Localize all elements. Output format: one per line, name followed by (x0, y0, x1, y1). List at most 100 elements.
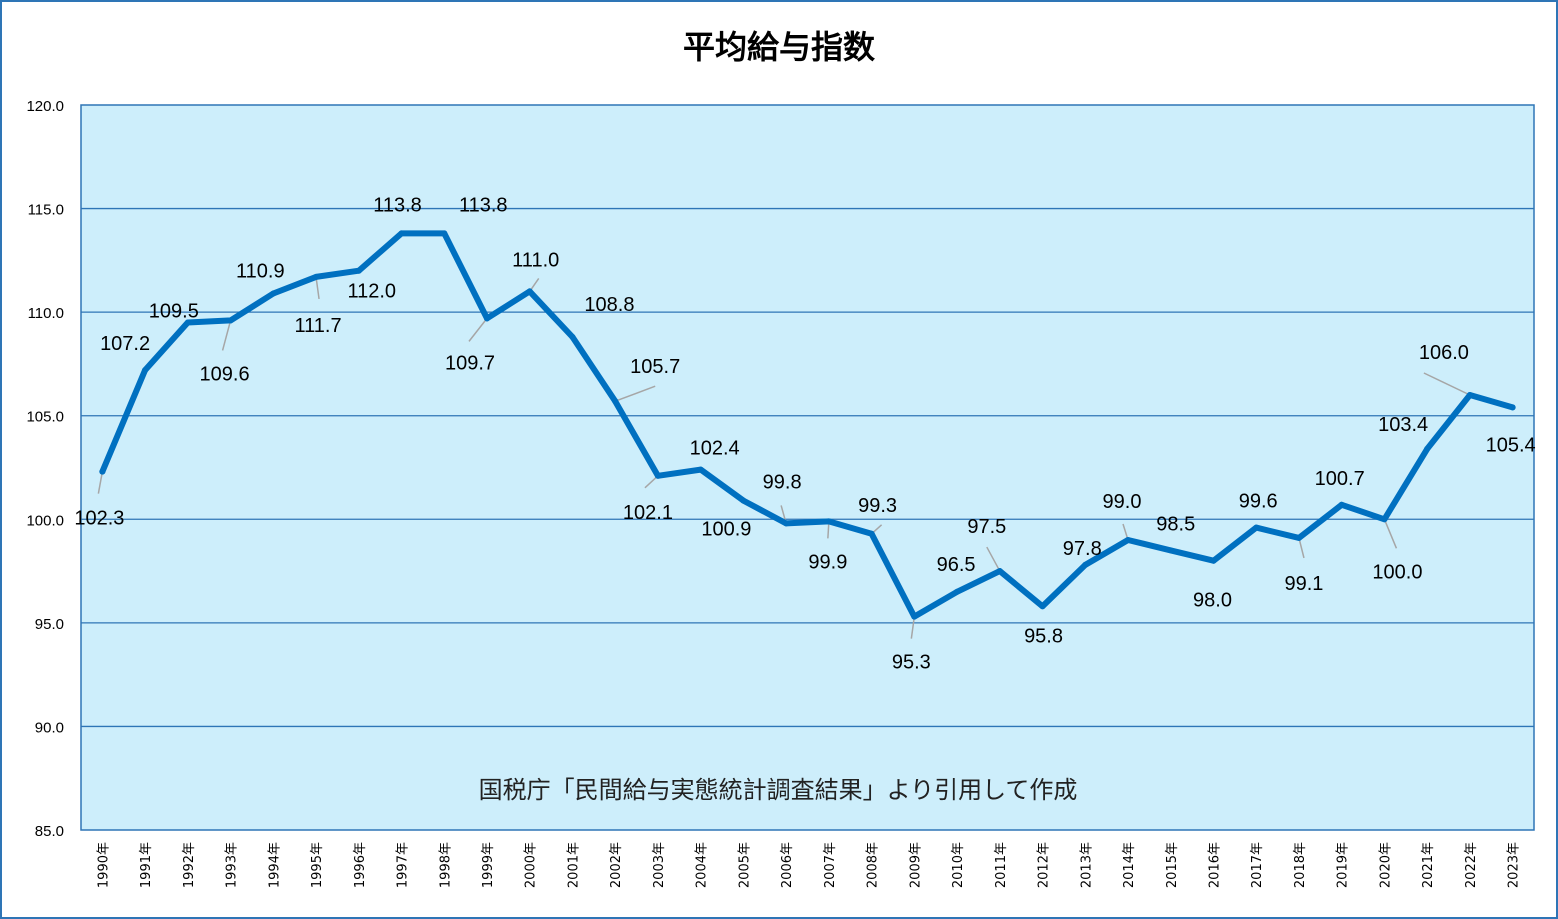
data-label: 109.6 (200, 363, 250, 385)
data-label: 102.1 (623, 502, 673, 524)
x-tick-label: 1992年 (182, 842, 197, 888)
leader-line (468, 317, 488, 342)
data-point (227, 317, 234, 324)
x-tick-label: 2020年 (1378, 842, 1393, 888)
data-point (1253, 524, 1260, 531)
data-label: 96.5 (937, 554, 976, 576)
x-tick-label: 1990年 (96, 842, 111, 888)
chart-title: 平均給与指数 (683, 28, 876, 66)
data-point (1039, 603, 1046, 610)
x-tick-label: 2019年 (1336, 842, 1351, 888)
data-label: 108.8 (584, 294, 634, 316)
x-tick-label: 2011年 (994, 842, 1009, 888)
data-label: 99.1 (1284, 573, 1323, 595)
x-tick-label: 2015年 (1165, 842, 1180, 888)
data-label: 99.9 (808, 551, 847, 573)
x-tick-label: 1991年 (139, 842, 154, 888)
y-tick-label: 110.0 (28, 305, 64, 322)
data-label: 110.9 (236, 261, 285, 283)
data-label: 113.8 (459, 194, 508, 216)
data-point (483, 315, 490, 322)
x-tick-label: 1996年 (353, 842, 368, 888)
data-label: 97.8 (1063, 538, 1102, 560)
x-tick-label: 1999年 (481, 842, 496, 888)
series-line (99, 230, 1516, 620)
x-tick-label: 2006年 (780, 842, 795, 888)
data-point (99, 468, 106, 475)
data-point (441, 230, 448, 237)
data-label: 112.0 (347, 281, 396, 303)
data-point (954, 588, 961, 595)
data-label: 100.7 (1315, 468, 1365, 490)
data-labels: 102.3 107.2 109.5 109.6 110.9 111.7 112.0 113.8… (74, 194, 1535, 673)
data-label: 99.3 (858, 495, 897, 517)
y-tick-label: 95.0 (35, 616, 64, 633)
data-label: 102.4 (690, 438, 740, 460)
x-tick-label: 2001年 (566, 842, 581, 888)
x-tick-label: 2014年 (1122, 842, 1137, 888)
leader-line (1383, 518, 1398, 549)
x-axis-ticks: 1990年 1991年 1992年 1993年 1994年 1995年 1996年 1997年… (96, 842, 1521, 888)
x-tick-label: 2012年 (1037, 842, 1052, 888)
x-tick-label: 2004年 (695, 842, 710, 888)
x-tick-label: 2018年 (1293, 842, 1308, 888)
data-point (868, 530, 875, 537)
leader-line (986, 546, 1001, 572)
data-label: 111.7 (294, 315, 341, 337)
leader-line (1298, 537, 1305, 559)
data-label: 98.0 (1193, 590, 1232, 612)
x-tick-label: 2009年 (908, 842, 923, 888)
data-label: 98.5 (1156, 513, 1195, 535)
data-label: 109.7 (445, 352, 495, 374)
data-point (697, 466, 704, 473)
data-point (270, 290, 277, 297)
x-tick-label: 2002年 (609, 842, 624, 888)
data-point (825, 518, 832, 525)
plot-area (80, 104, 1535, 831)
data-point (1424, 445, 1431, 452)
data-point (1509, 404, 1516, 411)
source-annotation: 国税庁「民間給与実態統計調査結果」より引用して作成 (479, 776, 1078, 804)
leader-line (97, 471, 104, 494)
data-label: 99.8 (763, 471, 802, 493)
x-tick-label: 2008年 (866, 842, 881, 888)
x-tick-label: 2007年 (823, 842, 838, 888)
data-point (142, 367, 149, 374)
data-point (612, 398, 619, 405)
leader-line (1423, 372, 1471, 396)
data-point (1125, 537, 1132, 543)
x-tick-label: 2000年 (524, 842, 539, 888)
leader-line (221, 320, 232, 351)
data-label: 100.9 (701, 519, 751, 541)
y-tick-label: 90.0 (35, 719, 64, 736)
x-tick-label: 1994年 (267, 842, 282, 888)
y-tick-label: 100.0 (26, 512, 64, 529)
data-label: 99.6 (1239, 491, 1278, 513)
data-point (1082, 561, 1089, 568)
data-point (1381, 516, 1388, 523)
x-tick-label: 2017年 (1250, 842, 1265, 888)
data-label: 113.8 (373, 194, 422, 216)
data-point (1338, 501, 1345, 508)
data-label: 97.5 (967, 516, 1006, 538)
data-label: 105.7 (630, 356, 680, 378)
data-label: 111.0 (512, 249, 559, 271)
data-label: 99.0 (1103, 491, 1142, 513)
y-tick-label: 85.0 (35, 823, 64, 840)
data-point (1295, 534, 1302, 541)
data-point (398, 230, 405, 237)
y-tick-label: 120.0 (26, 98, 64, 115)
gridlines (81, 207, 1534, 728)
data-point (1167, 547, 1174, 554)
x-tick-label: 2010年 (951, 842, 966, 888)
leader-line (910, 616, 916, 639)
data-label: 106.0 (1419, 342, 1469, 364)
data-point (1210, 557, 1217, 564)
data-points (99, 230, 1516, 620)
x-tick-label: 1993年 (225, 842, 240, 888)
data-label: 100.0 (1372, 561, 1422, 583)
y-tick-label: 105.0 (26, 409, 64, 426)
leader-line (315, 276, 320, 300)
x-tick-label: 2022年 (1464, 842, 1479, 888)
x-tick-label: 2023年 (1507, 842, 1522, 888)
